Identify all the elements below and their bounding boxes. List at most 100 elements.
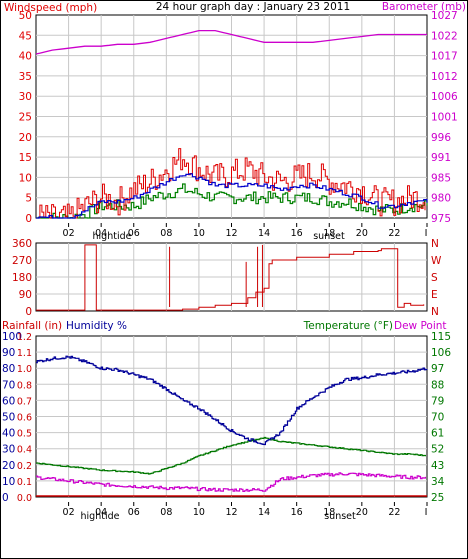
x-tick-label: 10 <box>193 507 205 518</box>
humidity-y-tick-label: 50 <box>2 412 15 424</box>
x-tick-label: I <box>425 507 428 518</box>
rain-y-tick-label: 1.2 <box>17 332 32 343</box>
wind-direction-series <box>36 244 425 311</box>
baro-y-tick-label: 1017 <box>431 51 458 63</box>
direction-y-tick-label: 180 <box>12 272 32 284</box>
sunset-label: sunset <box>313 231 345 242</box>
x-tick-label: I <box>425 228 428 239</box>
temp-y-tick-label: 25 <box>431 492 444 504</box>
x-tick-label: 08 <box>160 507 172 518</box>
x-tick-label: 16 <box>291 507 303 518</box>
x-tick-label: 06 <box>128 507 140 518</box>
baro-y-tick-label: 980 <box>431 193 451 205</box>
compass-tick-label: S <box>431 272 438 284</box>
humidity-y-tick-label: 70 <box>2 379 15 391</box>
humidity-y-tick-label: 100 <box>2 331 22 343</box>
x-tick-label: 12 <box>225 228 237 239</box>
compass-tick-label: E <box>431 289 438 301</box>
wind-y-tick-label: 35 <box>19 71 32 83</box>
wind-y-tick-label: 50 <box>19 10 32 22</box>
wind-average-series <box>36 173 428 219</box>
temperature-series <box>36 436 426 475</box>
wind-y-tick-label: 15 <box>19 152 32 164</box>
rain-y-tick-label: 0.2 <box>17 461 32 472</box>
wind-y-tick-label: 0 <box>25 213 32 225</box>
x-tick-label: 14 <box>258 507 270 518</box>
temp-y-tick-label: 34 <box>431 476 445 488</box>
temp-y-tick-label: 106 <box>431 347 451 359</box>
x-tick-label: 02 <box>63 507 75 518</box>
rain-y-tick-label: 0.0 <box>17 493 32 504</box>
temp-y-tick-label: 43 <box>431 460 444 472</box>
dewpoint-axis-title: Dew Point <box>394 320 447 332</box>
wind-y-tick-label: 45 <box>19 30 32 42</box>
humidity-y-tick-label: 90 <box>2 347 15 359</box>
humidity-y-tick-label: 40 <box>2 428 15 440</box>
direction-y-tick-label: 90 <box>19 289 32 301</box>
x-tick-label: 20 <box>356 507 368 518</box>
humidity-y-tick-label: 0 <box>2 492 9 504</box>
rain-y-tick-label: 1.1 <box>17 348 32 359</box>
rain-y-tick-label: 0.1 <box>17 477 32 488</box>
temp-y-tick-label: 115 <box>431 331 451 343</box>
baro-y-tick-label: 991 <box>431 152 451 164</box>
wind-y-tick-label: 40 <box>19 51 32 63</box>
wind-y-tick-label: 10 <box>19 172 32 184</box>
temperature-axis-title: Temperature (°F) <box>303 320 393 332</box>
x-tick-label: 04 <box>95 507 107 518</box>
humidity-y-tick-label: 30 <box>2 444 15 456</box>
wind-y-tick-label: 30 <box>19 91 32 103</box>
baro-y-tick-label: 1022 <box>431 30 458 42</box>
baro-y-tick-label: 1001 <box>431 112 458 124</box>
baro-y-tick-label: 996 <box>431 132 451 144</box>
x-tick-label: 04 <box>95 228 107 239</box>
direction-y-tick-label: 270 <box>12 255 32 267</box>
wind-y-tick-label: 25 <box>19 112 32 124</box>
dewpoint-series <box>36 472 426 492</box>
baro-y-tick-label: 985 <box>431 172 451 184</box>
x-tick-label: 18 <box>323 507 335 518</box>
baro-y-tick-label: 1027 <box>431 10 458 22</box>
rain-y-tick-label: 0.6 <box>17 413 32 424</box>
temp-y-tick-label: 97 <box>431 363 444 375</box>
barometer-axis-title: Barometer (mb) <box>382 1 466 13</box>
wind-green-series <box>36 183 428 219</box>
compass-tick-label: N <box>431 306 439 318</box>
rainfall-axis-title: Rainfall (in) <box>2 320 62 332</box>
hightide-label: hightide <box>81 511 120 522</box>
wind-panel: 0 5 10 15 20 25 30 35 40 45 50 975 980 985 991 996 1001 1… <box>19 10 458 242</box>
hightide-label: hightide <box>93 231 132 242</box>
rain-y-tick-label: 0.7 <box>17 396 32 407</box>
x-tick-label: 16 <box>291 228 303 239</box>
x-tick-label: 06 <box>128 228 140 239</box>
compass-tick-label: N <box>431 238 439 250</box>
x-tick-label: 22 <box>388 507 400 518</box>
x-tick-label: 20 <box>356 228 368 239</box>
temp-y-tick-label: 61 <box>431 428 444 440</box>
direction-y-tick-label: 0 <box>25 306 32 318</box>
temp-y-tick-label: 70 <box>431 412 444 424</box>
baro-y-tick-label: 1006 <box>431 91 458 103</box>
temperature-panel: 0 10 20 30 40 50 60 70 80 90 100 0.0 0.1 0.2 0.4 0.5 0.6… <box>2 331 451 522</box>
humidity-y-tick-label: 80 <box>2 363 15 375</box>
humidity-y-tick-label: 60 <box>2 395 15 407</box>
x-tick-label: 10 <box>193 228 205 239</box>
compass-tick-label: W <box>431 255 442 267</box>
temp-y-tick-label: 52 <box>431 444 444 456</box>
graph-title: 24 hour graph day : January 23 2011 <box>156 1 350 13</box>
humidity-axis-title: Humidity % <box>66 320 127 332</box>
x-tick-label: 14 <box>258 228 270 239</box>
rain-y-tick-label: 1.0 <box>17 364 32 375</box>
temp-y-tick-label: 79 <box>431 395 444 407</box>
temp-y-tick-label: 88 <box>431 379 444 391</box>
baro-y-tick-label: 975 <box>431 213 451 225</box>
wind-y-tick-label: 20 <box>19 132 32 144</box>
x-tick-label: 08 <box>160 228 172 239</box>
x-tick-label: 02 <box>63 228 75 239</box>
x-tick-label: 18 <box>323 228 335 239</box>
rain-y-tick-label: 0.5 <box>17 429 32 440</box>
baro-y-tick-label: 1012 <box>431 71 458 83</box>
humidity-y-tick-label: 10 <box>2 476 15 488</box>
